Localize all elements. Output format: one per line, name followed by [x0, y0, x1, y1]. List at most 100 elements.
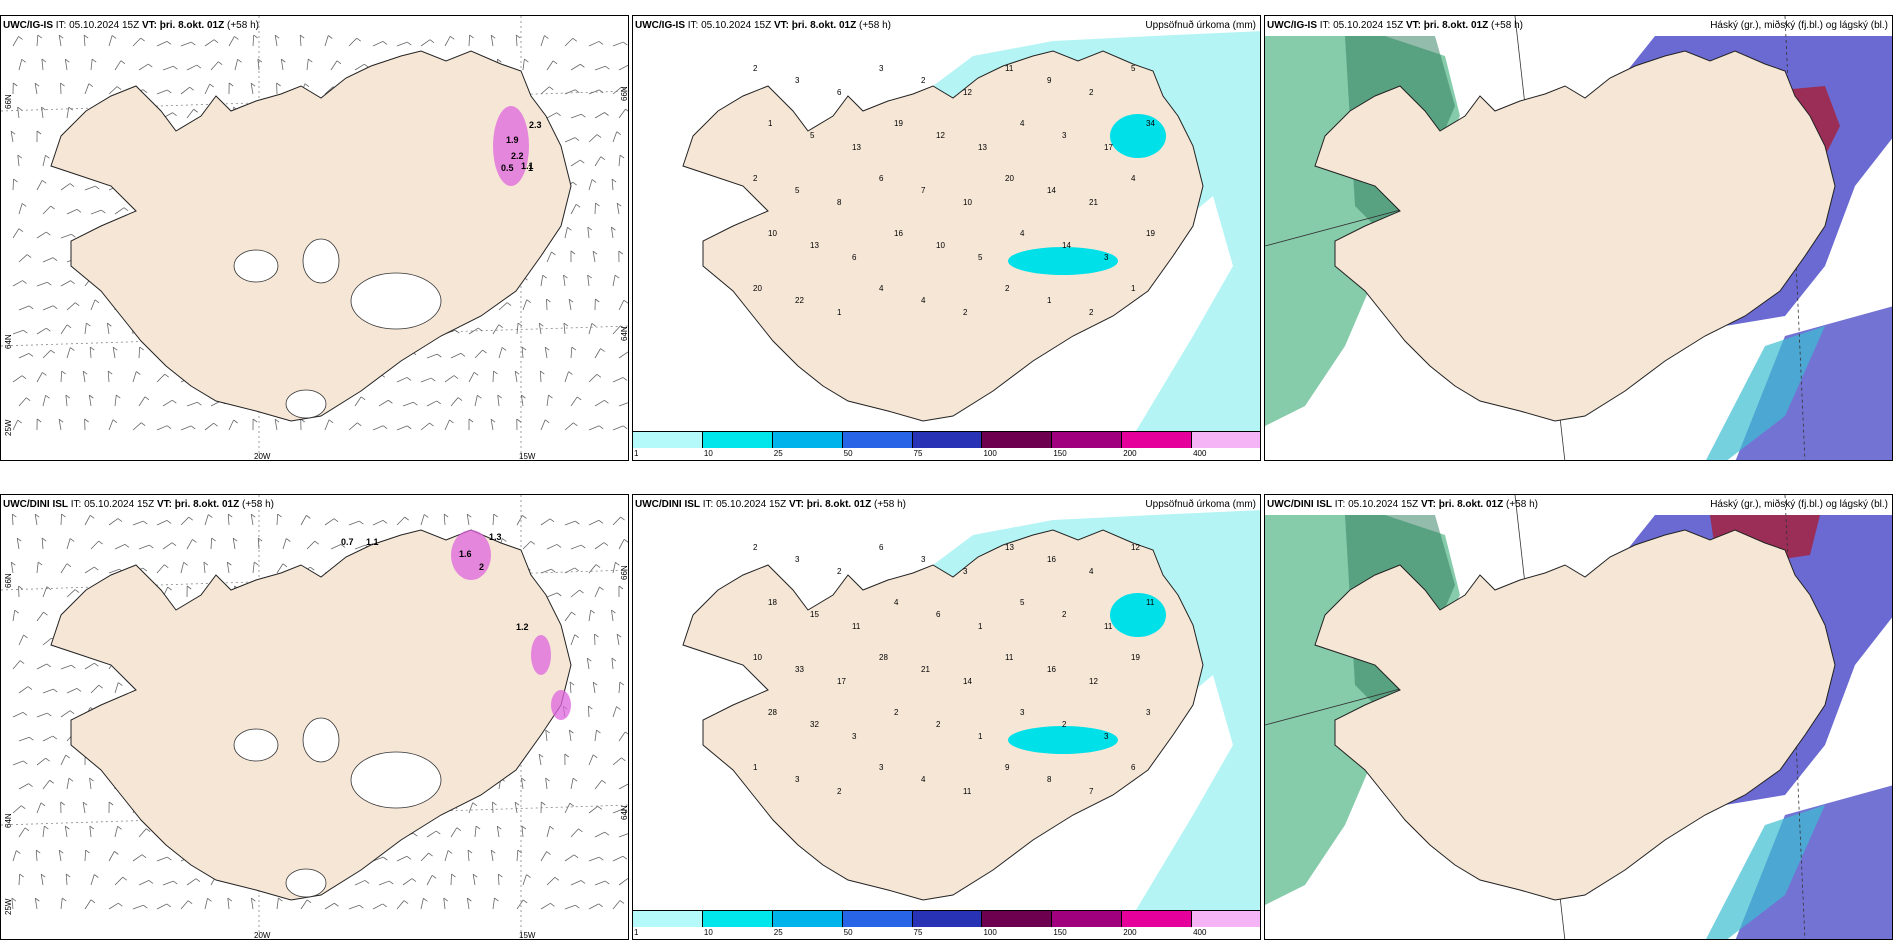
wind-barb: [138, 63, 149, 71]
wind-barb-feather: [193, 108, 198, 113]
wind-barb-feather: [521, 346, 527, 351]
wind-barb-feather: [599, 856, 604, 861]
precip-value: 12: [1131, 543, 1140, 552]
wind-barb-feather: [232, 537, 238, 542]
wind-barb: [516, 899, 524, 910]
wind-barb: [348, 422, 358, 431]
wind-barb-feather: [627, 352, 628, 353]
wind-barb-feather: [76, 688, 82, 692]
precip-value: 12: [936, 131, 945, 140]
wind-barb: [426, 830, 437, 838]
wind-barb: [84, 185, 96, 191]
wind-barb: [515, 34, 518, 47]
legend-tick: 100: [983, 449, 997, 458]
wind-barb-feather: [622, 425, 628, 430]
precip-value: 14: [1062, 241, 1071, 250]
legend-tick: 50: [843, 449, 853, 458]
wind-barb: [36, 231, 47, 239]
wind-barb-feather: [46, 231, 51, 236]
wind-barb-feather: [71, 233, 76, 238]
wind-barb-feather: [569, 681, 575, 686]
wind-barb-feather: [45, 154, 50, 159]
wind-barb-feather: [453, 375, 459, 379]
wind-barb: [60, 280, 71, 287]
wind-barb-feather: [166, 903, 172, 908]
precip-blob: [493, 106, 529, 186]
wind-barb: [138, 828, 147, 838]
map-wind-ig: 2.3 1.9 2.21.1 0.5 1: [1, 16, 628, 460]
wind-barb: [186, 401, 198, 407]
wind-barb: [466, 898, 470, 910]
wind-barb-feather: [576, 396, 582, 401]
wind-barb-feather: [574, 137, 580, 141]
wind-barb: [108, 419, 114, 431]
wind-barb: [540, 568, 552, 574]
wind-barb-feather: [382, 41, 388, 45]
wind-barb-feather: [598, 519, 604, 524]
wind-barb: [420, 898, 424, 910]
wind-barb: [204, 39, 215, 47]
wind-barb: [227, 513, 230, 526]
wind-barb-feather: [82, 801, 88, 806]
wind-barb: [83, 35, 86, 47]
wind-barb-feather: [13, 178, 18, 183]
wind-barb: [234, 59, 239, 71]
panel-title: Uppsöfnuð úrkoma (mm): [1145, 499, 1256, 510]
wind-barb-feather: [549, 826, 555, 830]
wind-barb-feather: [139, 346, 144, 351]
wind-barb-feather: [69, 710, 75, 715]
wind-barb-feather: [50, 349, 56, 354]
wind-barb-feather: [514, 370, 520, 375]
wind-barb-feather: [502, 538, 507, 542]
legend-tick: 200: [1123, 449, 1137, 458]
wind-barb-feather: [148, 63, 153, 68]
precip-value: 5: [810, 131, 815, 140]
wind-barb: [616, 634, 620, 646]
wind-barb-feather: [615, 561, 620, 566]
wind-barb: [570, 347, 573, 359]
wind-barb-feather: [619, 900, 625, 904]
wind-barb-feather: [522, 899, 528, 904]
wind-barb: [18, 203, 23, 215]
wind-barb: [90, 874, 95, 886]
wind-barb-feather: [571, 611, 576, 616]
wind-barb: [546, 251, 552, 263]
wind-barb-feather: [423, 514, 429, 518]
wind-barb-feather: [549, 518, 555, 523]
wind-barb: [40, 874, 44, 886]
wind-barb: [65, 395, 68, 407]
wind-barb: [618, 351, 628, 359]
wind-barb: [564, 520, 576, 526]
precip-value: 16: [1047, 555, 1056, 564]
wind-barb-feather: [437, 353, 442, 358]
legend-swatch: [1052, 432, 1123, 448]
precip-value: 14: [963, 677, 972, 686]
iceland-land: [50, 50, 572, 422]
wind-barb: [60, 563, 68, 574]
wind-barb: [444, 36, 451, 47]
wind-barb-feather: [436, 400, 441, 405]
wind-barb-feather: [227, 561, 232, 566]
wind-barb: [568, 730, 572, 742]
wind-barb-feather: [46, 663, 52, 668]
wind-barb-feather: [211, 537, 216, 542]
precip-value: 10: [753, 653, 762, 662]
precip-value: 13: [1005, 543, 1014, 552]
wind-barb-feather: [431, 377, 436, 382]
precip-value: 16: [1047, 665, 1056, 674]
wind-barb-feather: [60, 82, 65, 87]
precip-value: 17: [837, 677, 846, 686]
wind-barb: [594, 586, 600, 598]
wind-barb: [66, 107, 70, 119]
wind-barb: [570, 589, 580, 598]
wind-barb-feather: [407, 41, 412, 46]
precip-label: 1.1: [521, 161, 534, 171]
wind-barb: [443, 514, 446, 526]
wind-barb: [108, 902, 119, 910]
wind-barb: [42, 826, 45, 838]
wind-barb: [570, 828, 579, 838]
wind-barb: [497, 873, 500, 886]
wind-barb-feather: [71, 664, 76, 669]
wind-barb-feather: [86, 322, 91, 327]
wind-barb-feather: [91, 58, 97, 63]
